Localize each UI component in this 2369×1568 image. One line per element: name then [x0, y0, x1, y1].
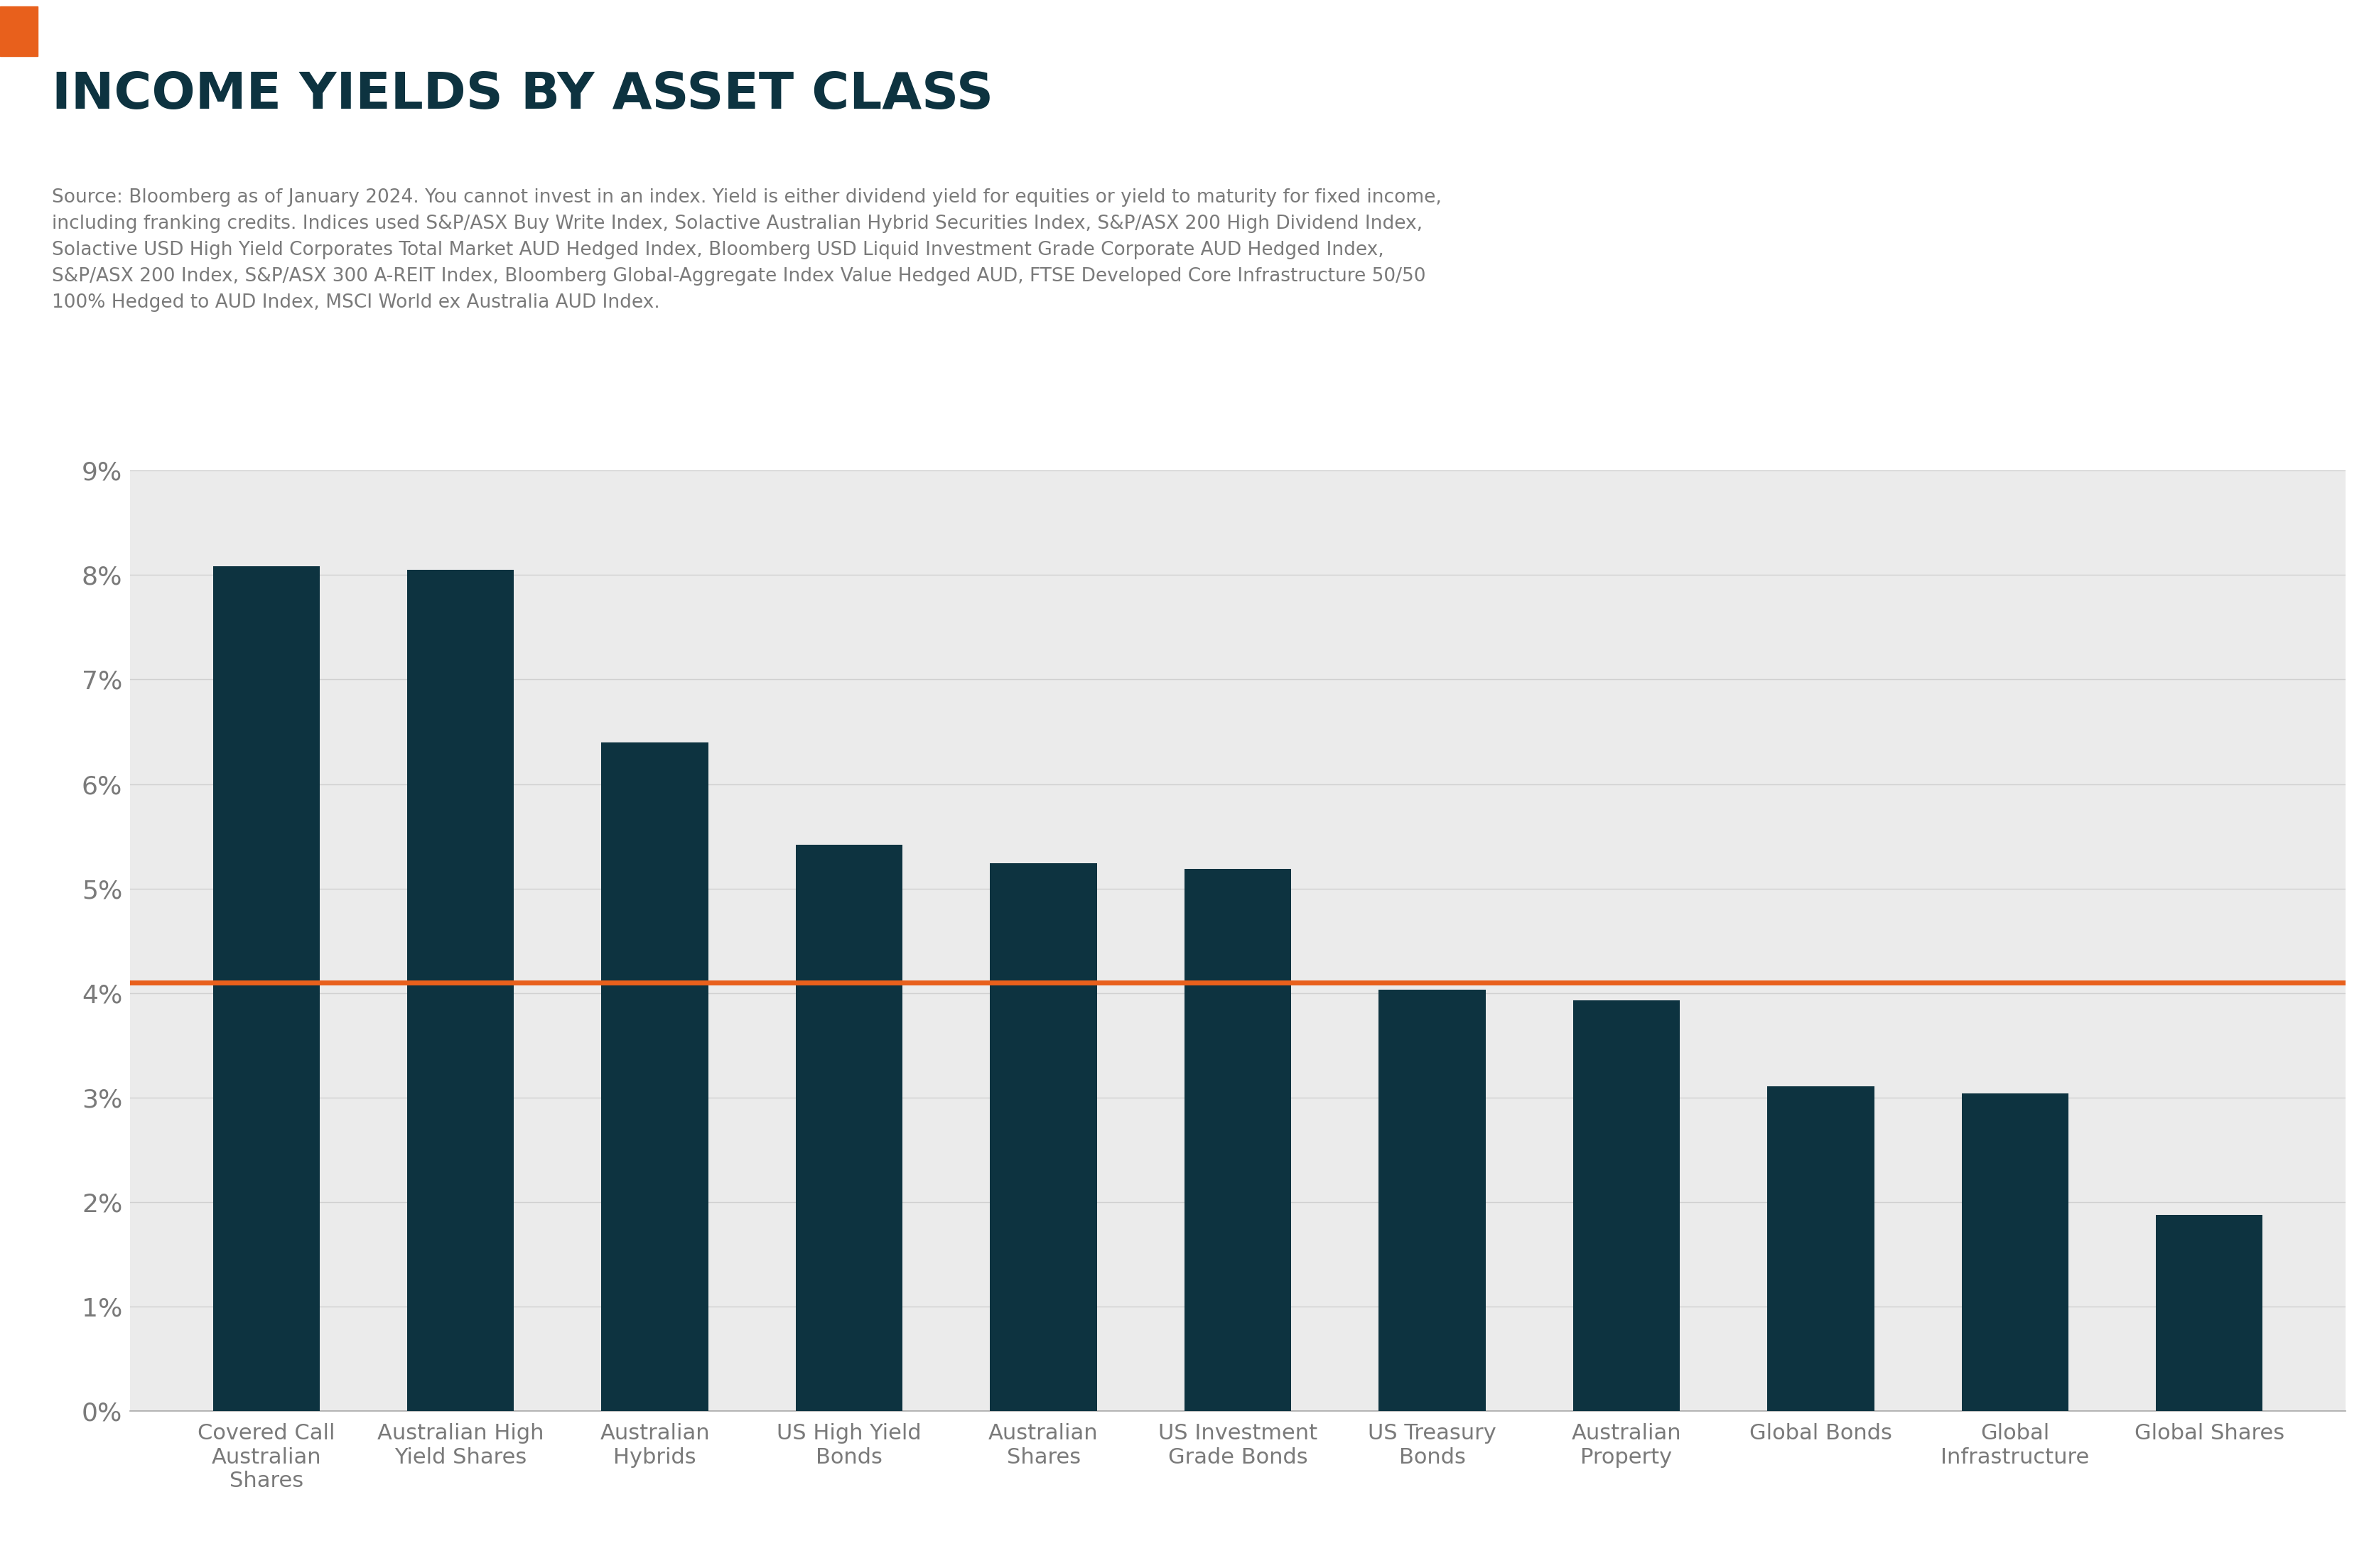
Bar — [1184, 869, 1291, 1411]
Bar — [407, 569, 514, 1411]
Text: INCOME YIELDS BY ASSET CLASS: INCOME YIELDS BY ASSET CLASS — [52, 71, 993, 119]
Bar — [1767, 1087, 1874, 1411]
Bar — [602, 742, 708, 1411]
Text: Source: Bloomberg as of January 2024. You cannot invest in an index. Yield is ei: Source: Bloomberg as of January 2024. Yo… — [52, 188, 1443, 312]
Bar — [1379, 989, 1485, 1411]
Bar — [990, 864, 1097, 1411]
Bar — [213, 566, 320, 1411]
Bar — [1962, 1093, 2068, 1411]
Bar — [1573, 1000, 1680, 1411]
Bar — [2156, 1215, 2262, 1411]
Bar — [796, 845, 903, 1411]
